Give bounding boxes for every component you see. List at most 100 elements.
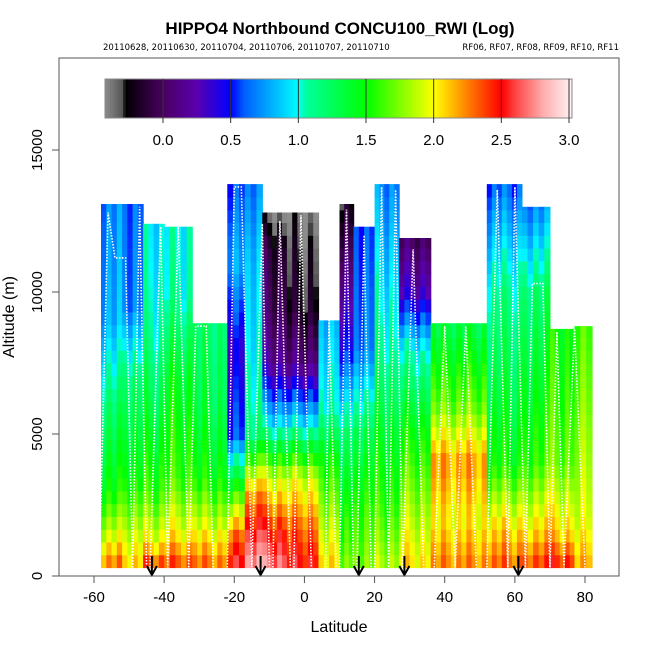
heatmap-cell — [533, 363, 540, 377]
heatmap-cell — [379, 490, 385, 505]
heatmap-cell — [348, 222, 355, 236]
heatmap-cell — [496, 235, 503, 249]
heatmap-cell — [267, 212, 273, 223]
heatmap-cell — [175, 516, 182, 530]
heatmap-cell — [239, 529, 246, 543]
colorbar-swatch — [263, 79, 267, 118]
heatmap-cell — [516, 478, 523, 492]
heatmap-cell — [233, 414, 240, 428]
heatmap-cell — [580, 452, 587, 466]
heatmap-cell — [435, 554, 442, 569]
heatmap-cell — [239, 286, 246, 300]
heatmap-cell — [569, 426, 576, 441]
heatmap-cell — [491, 222, 498, 236]
heatmap-cell — [554, 426, 561, 441]
heatmap-cell — [106, 350, 113, 364]
heatmap-cell — [127, 311, 134, 326]
heatmap-cell — [207, 490, 213, 505]
heatmap-cell — [244, 311, 252, 326]
heatmap-cell — [233, 439, 240, 454]
heatmap-cell — [292, 260, 299, 275]
heatmap-cell — [511, 363, 518, 377]
heatmap-cell — [267, 529, 273, 543]
heatmap-cell — [369, 273, 376, 287]
heatmap-cell — [440, 541, 447, 556]
heatmap-cell — [197, 337, 203, 351]
heatmap-cell — [181, 516, 188, 530]
heatmap-cell — [471, 337, 478, 351]
heatmap-cell — [476, 388, 483, 402]
heatmap-cell — [227, 248, 234, 262]
heatmap-cell — [461, 452, 467, 466]
heatmap-cell — [466, 426, 473, 441]
heatmap-cell — [212, 529, 218, 543]
heatmap-cell — [580, 554, 587, 569]
colorbar-swatch — [188, 79, 192, 118]
heatmap-cell — [399, 299, 405, 313]
heatmap-cell — [106, 401, 113, 415]
heatmap-cell — [186, 490, 193, 505]
heatmap-cell — [564, 516, 571, 530]
heatmap-cell — [496, 184, 503, 198]
heatmap-cell — [262, 286, 268, 300]
heatmap-cell — [181, 273, 188, 287]
heatmap-cell — [169, 226, 176, 236]
heatmap-cell — [586, 503, 593, 517]
heatmap-cell — [549, 328, 556, 338]
heatmap-cell — [353, 299, 360, 313]
heatmap-cell — [389, 452, 395, 466]
heatmap-cell — [404, 452, 411, 466]
colorbar-swatch — [268, 79, 272, 118]
heatmap-cell — [353, 401, 360, 415]
colorbar-swatch — [130, 79, 135, 118]
heatmap-cell — [394, 554, 400, 569]
heatmap-cell — [358, 311, 365, 326]
heatmap-cell — [521, 206, 529, 211]
heatmap-cell — [207, 414, 213, 428]
heatmap-cell — [511, 324, 518, 339]
heatmap-cell — [207, 465, 213, 479]
colorbar-swatch — [481, 79, 485, 118]
heatmap-cell — [564, 478, 571, 492]
heatmap-cell — [544, 286, 551, 300]
heatmap-cell — [282, 337, 288, 351]
heatmap-cell — [389, 554, 395, 569]
heatmap-cell — [111, 204, 118, 211]
heatmap-cell — [491, 286, 498, 300]
arrow-marker — [254, 556, 267, 578]
heatmap-cell — [239, 439, 246, 454]
heatmap-cell — [181, 439, 188, 454]
heatmap-cell — [292, 554, 299, 569]
heatmap-cell — [197, 516, 203, 530]
heatmap-cell — [250, 222, 258, 236]
heatmap-cell — [212, 465, 218, 479]
heatmap-cell — [344, 286, 350, 300]
colorbar-swatch — [167, 79, 171, 118]
heatmap-cell — [379, 286, 385, 300]
heatmap-cell — [158, 541, 165, 556]
heatmap-cell — [233, 452, 240, 466]
heatmap-cell — [501, 184, 508, 198]
colorbar-swatch — [382, 79, 386, 118]
heatmap-cell — [348, 248, 355, 262]
heatmap-cell — [334, 490, 341, 505]
heatmap-cell — [420, 529, 427, 543]
heatmap-cell — [496, 529, 503, 543]
heatmap-cell — [353, 226, 360, 236]
heatmap-cell — [506, 401, 513, 415]
heatmap-cell — [307, 541, 314, 556]
heatmap-cell — [122, 541, 128, 556]
heatmap-cell — [143, 439, 149, 454]
heatmap-cell — [384, 388, 390, 402]
heatmap-cell — [137, 222, 144, 236]
heatmap-cell — [262, 248, 268, 262]
heatmap-cell — [486, 414, 493, 428]
heatmap-cell — [239, 414, 246, 428]
colorbar-swatch — [177, 79, 181, 118]
heatmap-cell — [164, 490, 171, 505]
heatmap-cell — [369, 324, 376, 339]
heatmap-cell — [506, 299, 513, 313]
heatmap-cell — [516, 324, 523, 339]
heatmap-cell — [272, 388, 278, 402]
heatmap-cell — [318, 452, 325, 466]
